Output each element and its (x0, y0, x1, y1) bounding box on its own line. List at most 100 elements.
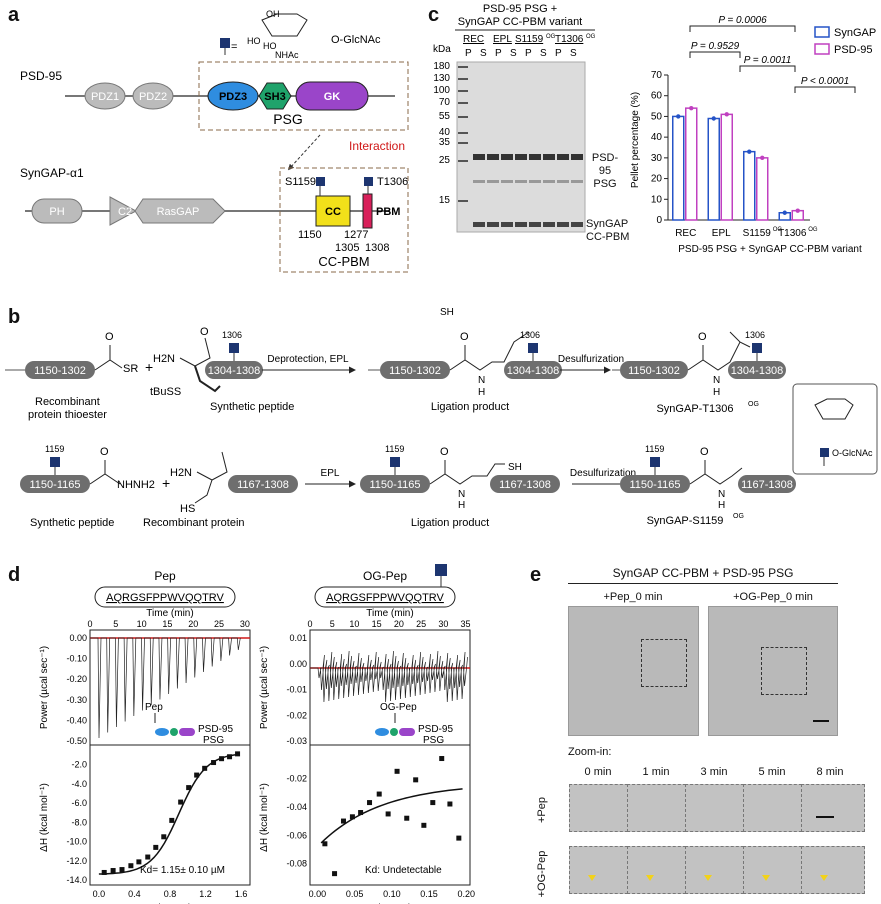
sequence-box (94, 586, 236, 608)
zoom-image (627, 784, 691, 832)
marker-band (458, 102, 468, 104)
glcnac-square-icon (220, 38, 230, 48)
sh3-icon (170, 728, 178, 736)
svg-text:HO: HO (247, 36, 261, 46)
r1-cap4: SynGAP-T1306 (656, 403, 733, 415)
pdz3-icon (375, 728, 389, 736)
raw-trace (310, 650, 468, 703)
e-title: SynGAP CC-PBM + PSD-95 PSG (568, 566, 838, 584)
power-tick: 0.00 (289, 659, 307, 669)
gel-band (529, 222, 541, 227)
kd-label: Kd= 1.15± 0.10 µM (140, 865, 225, 876)
ratio-tick: 0.20 (458, 889, 476, 899)
itc-point (456, 835, 462, 841)
svg-text:N: N (458, 489, 465, 500)
time-label: 5 min (758, 766, 786, 778)
marker-arrow-icon (762, 875, 770, 881)
zoom-image (801, 846, 865, 894)
enthalpy-tick: -0.04 (286, 802, 307, 812)
gel-band (571, 222, 583, 227)
svg-text:OG: OG (586, 34, 596, 40)
power-tick: -0.02 (286, 710, 307, 720)
power-tick: -0.10 (66, 654, 87, 664)
marker-band (458, 78, 468, 80)
site-s1159: S1159 (285, 176, 316, 188)
y-tick-label: 50 (651, 111, 663, 122)
svg-text:HO: HO (263, 41, 277, 51)
svg-text:OG: OG (546, 34, 556, 40)
enthalpy-frame (89, 744, 251, 886)
time-tick: 5 (330, 619, 335, 629)
svg-text:SH: SH (508, 462, 522, 473)
scale-bar (813, 720, 829, 722)
pvalue-label: P = 0.9529 (691, 41, 740, 52)
gel-band (515, 222, 527, 227)
panel-label-a: a (8, 4, 20, 26)
power-tick: -0.03 (286, 736, 307, 746)
gel-band (543, 154, 555, 160)
bar-point (747, 149, 752, 154)
band-psd95: PSD-95 (591, 152, 619, 177)
r1-box6: 1304-1308 (731, 365, 784, 377)
itc-point (385, 811, 391, 817)
bar-point (782, 210, 787, 215)
ratio-tick: 1.6 (235, 889, 248, 899)
gel-band (557, 222, 569, 227)
r1-box2: 1304-1308 (208, 365, 261, 377)
gel-title-1: PSD-95 PSG + (483, 3, 557, 15)
gel-band (515, 180, 527, 183)
marker-label: 100 (433, 85, 450, 96)
domain-pbm: PBM (376, 206, 400, 218)
r2-box2: 1167-1308 (237, 479, 289, 491)
enthalpy-tick: -0.06 (286, 830, 307, 840)
enthalpy-tick: -0.08 (286, 859, 307, 869)
legend-label: PSD-95 (834, 44, 873, 56)
domain-cc: CC (325, 206, 341, 218)
domain-c2: C2 (118, 206, 132, 218)
pvalue-label: P = 0.0011 (744, 55, 792, 66)
zoom-scale-bar (816, 816, 834, 818)
time-tick: 30 (240, 619, 250, 629)
itc-point (186, 785, 192, 791)
itc-point (322, 841, 328, 847)
gel-band (501, 180, 513, 183)
domain-gk: GK (324, 91, 341, 103)
r2-nhnh2: NHNH2 (117, 479, 155, 491)
itc-title: Pep (154, 569, 176, 583)
r1-cap1b: protein thioester (28, 409, 107, 421)
enthalpy-label: ΔH (kcal mol⁻¹) (259, 783, 270, 852)
time-label: 3 min (700, 766, 728, 778)
zoom-image (743, 846, 807, 894)
lane-s1159: S1159 (515, 34, 544, 45)
r1-arrow2: Desulfurization (558, 354, 624, 365)
itc-point (161, 834, 167, 840)
power-label: Power (µcal sec⁻¹) (39, 646, 50, 729)
y-tick-label: 30 (651, 153, 663, 164)
e-img2-label: +OG-Pep_0 min (733, 591, 813, 603)
itc-point (153, 844, 159, 850)
gel-band (515, 154, 527, 160)
r2-arrow1: EPL (321, 468, 340, 479)
zoom-label: Zoom-in: (568, 746, 612, 758)
time-tick: 0 (307, 619, 312, 629)
bar-point (760, 155, 765, 161)
svg-text:O: O (200, 326, 209, 338)
svg-text:OG: OG (733, 513, 744, 520)
time-tick: 15 (162, 619, 172, 629)
panel-label-d: d (8, 564, 21, 586)
time-tick: 0 (87, 619, 92, 629)
power-tick: 0.01 (289, 633, 307, 643)
r2-cap2: Recombinant protein (143, 517, 245, 529)
bar-point (711, 116, 716, 121)
marker-label: 40 (439, 127, 451, 138)
r1-cap3: Ligation product (431, 401, 509, 413)
svg-text:+: + (162, 475, 170, 491)
ratio-tick: 0.15 (420, 889, 438, 899)
time-tick: 10 (349, 619, 359, 629)
svg-text:H: H (713, 387, 720, 398)
svg-text:O: O (105, 331, 114, 343)
bar (707, 117, 720, 221)
ps-label: S (540, 48, 547, 59)
r2-box3: 1150-1165 (370, 479, 421, 491)
power-tick: -0.40 (66, 715, 87, 725)
